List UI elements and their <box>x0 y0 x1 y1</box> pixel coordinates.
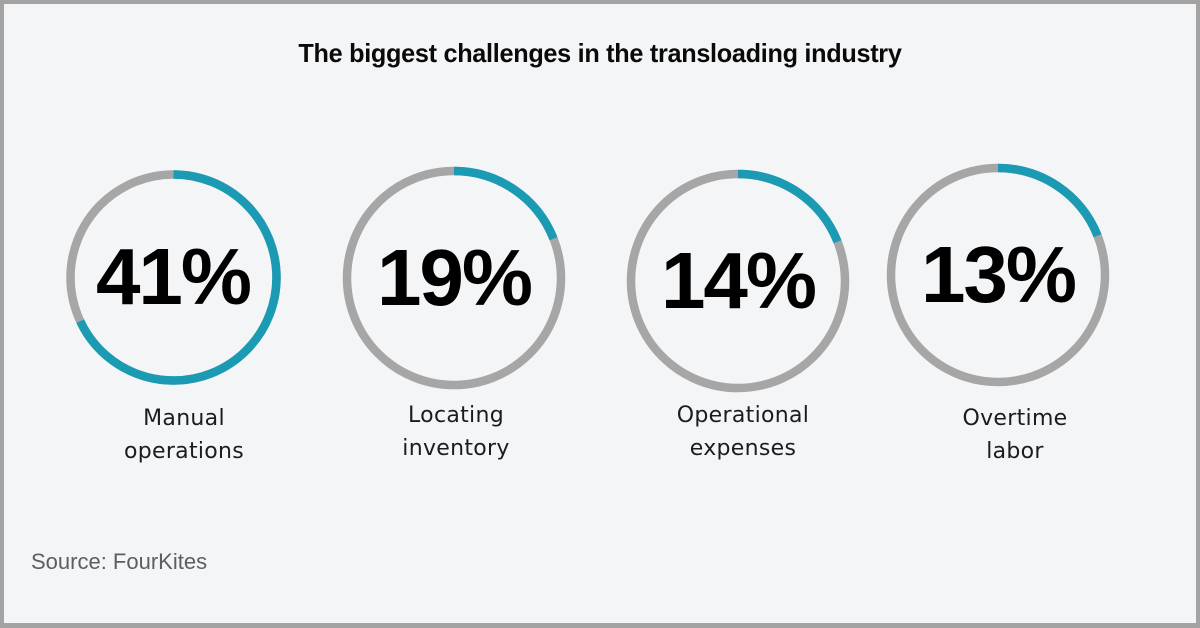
infographic-canvas <box>4 4 1196 623</box>
progress-ring-icon <box>886 163 1110 387</box>
label-line: Locating <box>408 403 504 428</box>
label-line: labor <box>986 439 1044 464</box>
ring-locating-inventory: 19% <box>339 163 569 393</box>
label-line: Operational <box>676 403 810 428</box>
progress-ring-icon <box>626 169 850 393</box>
chart-title: The biggest challenges in the transloadi… <box>298 38 902 68</box>
label-line: expenses <box>689 436 797 461</box>
ring-overtime-labor: 13% <box>883 160 1113 390</box>
label-line: inventory <box>402 436 510 461</box>
ring-value: 41% <box>95 232 252 321</box>
ring-manual-operations: 41% <box>58 162 288 392</box>
ring-value: 13% <box>920 230 1077 319</box>
ring-label-operational-expenses: Operational expenses <box>633 399 853 465</box>
label-line: operations <box>123 439 245 464</box>
ring-label-locating-inventory: Locating inventory <box>346 399 566 465</box>
progress-ring-icon <box>66 170 281 385</box>
source-note: Source: FourKites <box>31 549 208 574</box>
ring-value: 19% <box>376 233 533 322</box>
ring-operational-expenses: 14% <box>623 166 853 396</box>
label-line: Manual <box>143 406 225 431</box>
progress-ring-icon <box>342 166 566 390</box>
ring-label-manual-operations: Manual operations <box>74 402 294 468</box>
label-line: Overtime <box>962 406 1068 431</box>
ring-value: 14% <box>660 236 817 325</box>
ring-label-overtime-labor: Overtime labor <box>905 402 1125 468</box>
